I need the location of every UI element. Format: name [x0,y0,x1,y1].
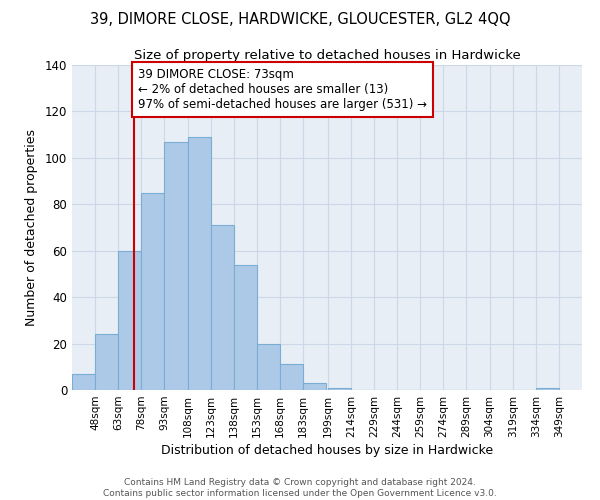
Bar [95,334,118,390]
Bar [211,225,234,390]
Bar [328,388,351,390]
Bar [142,192,164,390]
Bar [118,250,142,390]
Bar [164,142,188,390]
Text: 39, DIMORE CLOSE, HARDWICKE, GLOUCESTER, GL2 4QQ: 39, DIMORE CLOSE, HARDWICKE, GLOUCESTER,… [89,12,511,28]
Text: Contains HM Land Registry data © Crown copyright and database right 2024.
Contai: Contains HM Land Registry data © Crown c… [103,478,497,498]
Bar [303,383,326,390]
Bar [188,137,211,390]
Y-axis label: Number of detached properties: Number of detached properties [25,129,38,326]
Bar [280,364,303,390]
Text: 39 DIMORE CLOSE: 73sqm
← 2% of detached houses are smaller (13)
97% of semi-deta: 39 DIMORE CLOSE: 73sqm ← 2% of detached … [139,68,427,112]
Bar [234,264,257,390]
X-axis label: Distribution of detached houses by size in Hardwicke: Distribution of detached houses by size … [161,444,493,457]
Bar [536,388,559,390]
Bar [72,374,95,390]
Title: Size of property relative to detached houses in Hardwicke: Size of property relative to detached ho… [134,50,520,62]
Bar [257,344,280,390]
